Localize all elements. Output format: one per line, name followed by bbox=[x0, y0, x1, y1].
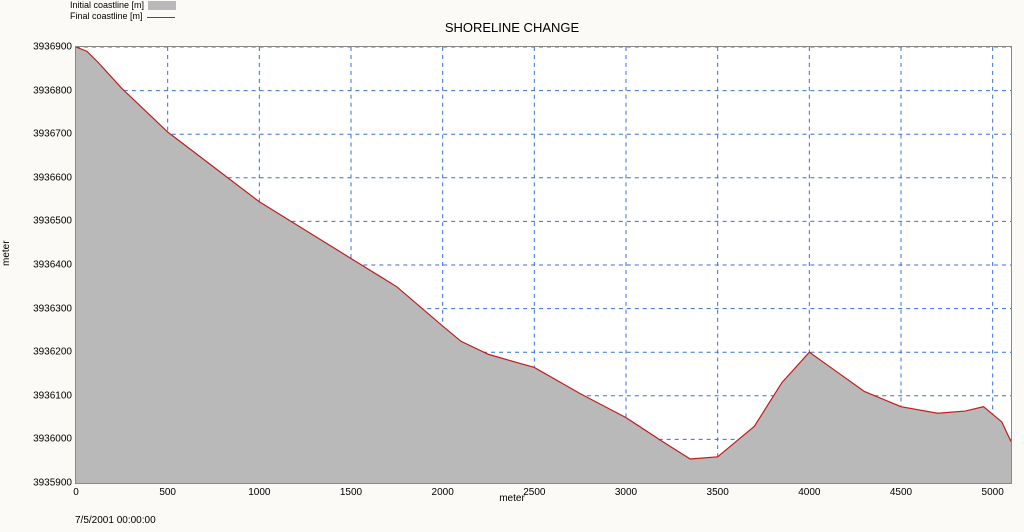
y-tick-label: 3936600 bbox=[33, 172, 72, 183]
plot-area: 3935900393600039361003936200393630039364… bbox=[75, 46, 1012, 484]
y-tick-label: 3936300 bbox=[33, 303, 72, 314]
y-tick-label: 3936400 bbox=[33, 260, 72, 271]
legend: Initial coastline [m] Final coastline [m… bbox=[70, 0, 176, 22]
chart-title: SHORELINE CHANGE bbox=[0, 20, 1024, 35]
legend-item-initial: Initial coastline [m] bbox=[70, 0, 176, 11]
y-tick-label: 3936900 bbox=[33, 42, 72, 53]
legend-label: Initial coastline [m] bbox=[70, 0, 144, 11]
y-axis-label: meter bbox=[1, 240, 12, 266]
y-tick-label: 3936800 bbox=[33, 85, 72, 96]
chart-root: Initial coastline [m] Final coastline [m… bbox=[0, 0, 1024, 532]
chart-timestamp: 7/5/2001 00:00:00 bbox=[75, 515, 156, 526]
plot-svg bbox=[76, 47, 1011, 483]
x-axis-label: meter bbox=[0, 493, 1024, 504]
area-swatch-icon bbox=[148, 1, 176, 10]
y-tick-label: 3936500 bbox=[33, 216, 72, 227]
y-tick-label: 3936700 bbox=[33, 129, 72, 140]
y-tick-label: 3936200 bbox=[33, 347, 72, 358]
y-tick-label: 3936100 bbox=[33, 390, 72, 401]
y-tick-label: 3936000 bbox=[33, 434, 72, 445]
y-tick-label: 3935900 bbox=[33, 478, 72, 489]
